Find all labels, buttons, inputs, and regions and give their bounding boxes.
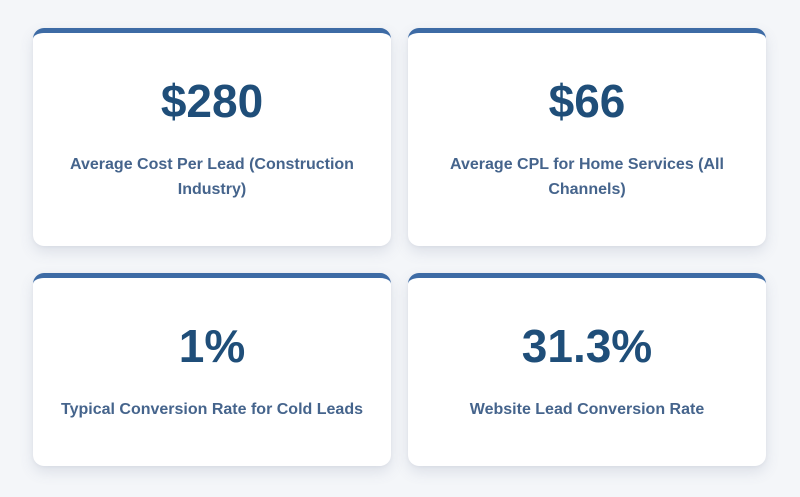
stat-label: Typical Conversion Rate for Cold Leads [61, 400, 363, 418]
stat-label: Website Lead Conversion Rate [469, 400, 705, 418]
stat-label: Average CPL for Home Services (All Chann… [450, 155, 724, 198]
stat-value: $280 [160, 75, 264, 128]
stat-card-cold-lead-conversion: 1% Typical Conversion Rate for Cold Lead… [33, 272, 391, 466]
stat-card-home-services-cpl: $66 Average CPL for Home Services (All C… [408, 28, 766, 246]
stat-value: $66 [548, 75, 626, 128]
stat-card-website-conversion: 31.3% Website Lead Conversion Rate [408, 272, 766, 466]
stat-value: 1% [178, 320, 246, 373]
stat-label: Average Cost Per Lead (Construction Indu… [70, 155, 354, 198]
stat-value: 31.3% [521, 320, 653, 373]
stat-card-construction-cpl: $280 Average Cost Per Lead (Construction… [33, 28, 391, 246]
